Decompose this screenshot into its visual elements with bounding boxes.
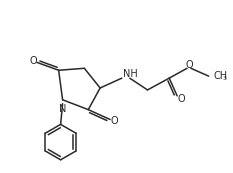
Text: O: O [185, 60, 193, 70]
Text: NH: NH [123, 69, 137, 79]
Text: N: N [59, 104, 66, 114]
Text: O: O [177, 94, 185, 104]
Text: CH: CH [214, 71, 228, 81]
Text: 3: 3 [223, 76, 226, 81]
Text: O: O [110, 116, 118, 126]
Text: O: O [29, 56, 37, 66]
